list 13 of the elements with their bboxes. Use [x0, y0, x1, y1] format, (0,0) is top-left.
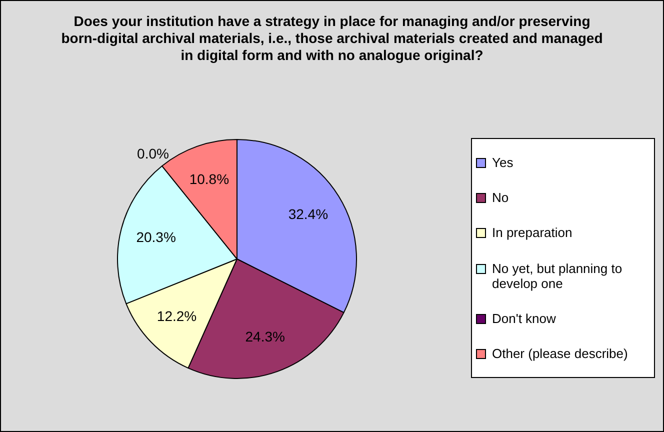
data-label: 32.4% — [288, 206, 328, 222]
legend-label: Other (please describe) — [492, 346, 628, 361]
data-label: 24.3% — [245, 328, 285, 345]
chart-title: Does your institution have a strategy in place for managing and/or preserving born-digital archival materials, i.e., those archival materials created and managed in digital form and with no analogue original? — [61, 13, 603, 64]
legend-label: Don't know — [492, 310, 556, 326]
data-label: 10.8% — [189, 170, 230, 187]
legend-label: Yes — [492, 155, 514, 170]
legend-label: In preparation — [492, 225, 572, 240]
data-label: 20.3% — [136, 228, 176, 245]
legend-label: No yet, but planning to develop one — [492, 260, 624, 291]
legend-label: No — [492, 190, 509, 206]
data-label: 12.2% — [156, 308, 197, 324]
text: 0.0% — [137, 146, 169, 162]
